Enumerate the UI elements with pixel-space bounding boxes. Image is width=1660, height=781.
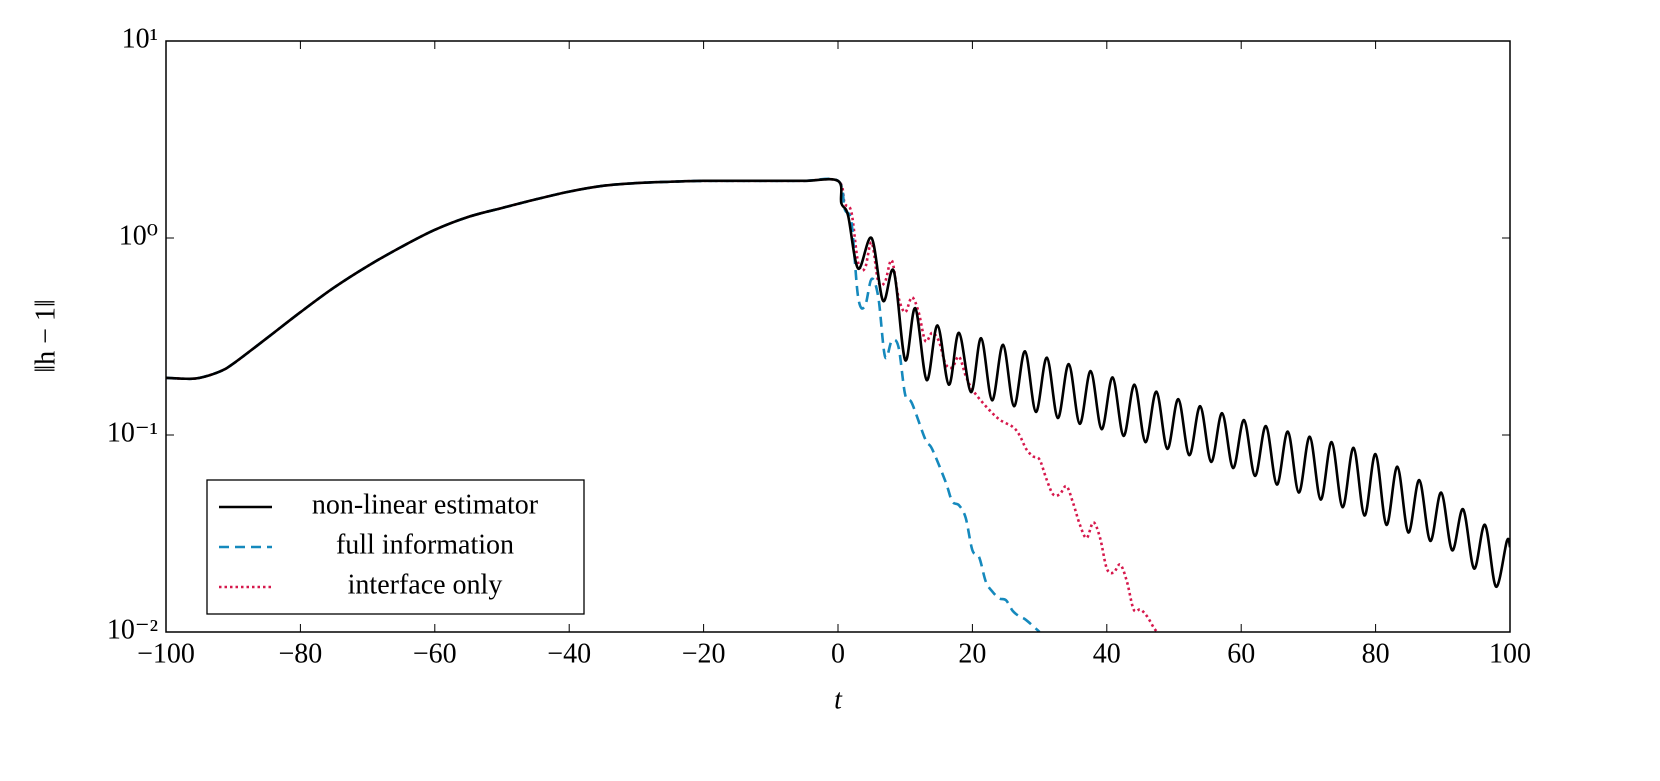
y-tick-label: 10⁻²	[107, 614, 158, 645]
x-tick-label: −100	[137, 638, 195, 669]
y-tick-label: 10¹	[122, 23, 158, 54]
legend-label: full information	[336, 529, 514, 560]
y-tick-label: 10⁻¹	[107, 417, 158, 448]
x-tick-label: 100	[1489, 638, 1531, 669]
legend-label: interface only	[348, 569, 503, 600]
x-tick-label: 20	[958, 638, 986, 669]
x-tick-label: −60	[413, 638, 457, 669]
series-line	[166, 177, 1510, 588]
y-tick-label: 10⁰	[119, 220, 158, 251]
x-tick-label: 0	[831, 638, 845, 669]
x-tick-label: 80	[1362, 638, 1390, 669]
x-tick-label: −20	[682, 638, 726, 669]
x-tick-label: −80	[279, 638, 323, 669]
x-tick-label: −40	[547, 638, 591, 669]
x-tick-label: 40	[1093, 638, 1121, 669]
x-tick-label: 60	[1227, 638, 1255, 669]
plot-lines	[166, 177, 1510, 632]
y-axis-label: ‖h − 1‖	[30, 299, 61, 373]
legend-label: non-linear estimator	[312, 489, 539, 520]
x-axis-label: t	[834, 684, 843, 715]
